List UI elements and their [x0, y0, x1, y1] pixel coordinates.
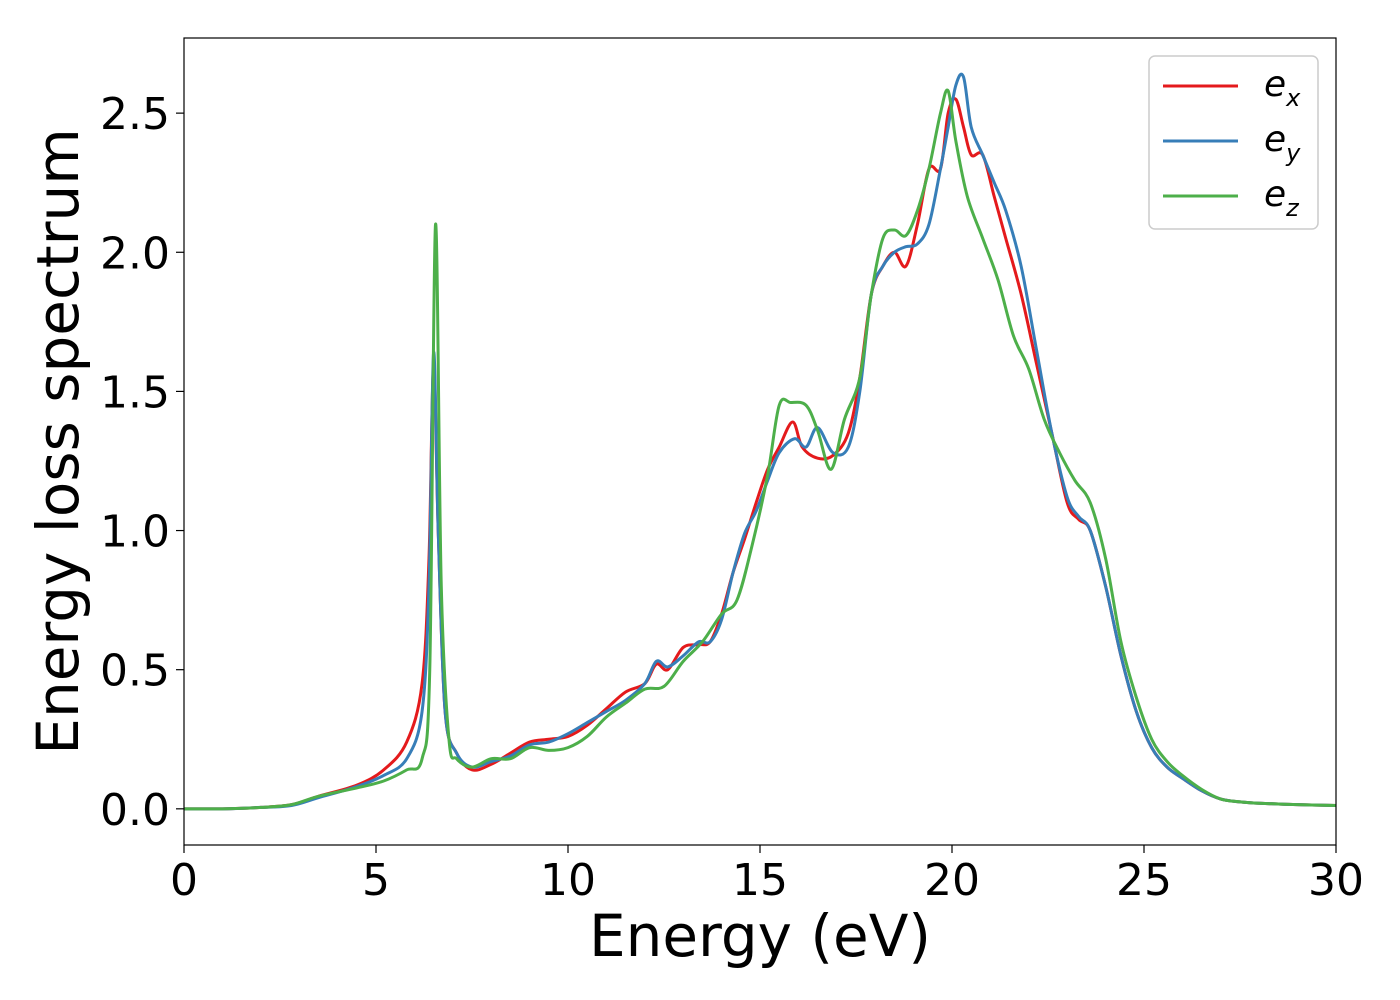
legend-label-main: e — [1264, 119, 1286, 160]
series-line-y — [183, 72, 1337, 811]
x-axis-label: Energy (eV) — [589, 902, 931, 970]
x-tick-label: 30 — [1308, 855, 1364, 906]
series-lines — [183, 72, 1337, 811]
x-tick-label: 0 — [170, 855, 198, 906]
x-tick-label: 10 — [540, 855, 596, 906]
y-tick-label: 0.0 — [100, 785, 170, 836]
y-axis-ticks: 0.0 0.5 1.0 1.5 2.0 2.5 — [100, 89, 184, 836]
series-line-z — [183, 88, 1337, 811]
legend-label-y: ey — [1264, 119, 1301, 167]
plot-frame — [183, 37, 1337, 846]
x-tick-label: 20 — [924, 855, 980, 906]
y-tick-label: 1.0 — [100, 507, 170, 558]
legend-label-sub: x — [1285, 84, 1301, 112]
y-tick-label: 0.5 — [100, 646, 170, 697]
y-tick-label: 2.0 — [100, 228, 170, 279]
y-tick-label: 2.5 — [100, 89, 170, 140]
x-axis-ticks: 0 5 10 15 20 25 30 — [170, 845, 1364, 906]
legend-label-main: e — [1264, 64, 1286, 105]
y-axis-label: Energy loss spectrum — [24, 128, 92, 754]
legend-label-x: ex — [1264, 64, 1301, 112]
x-tick-label: 25 — [1116, 855, 1172, 906]
x-tick-label: 5 — [362, 855, 390, 906]
x-tick-label: 15 — [732, 855, 788, 906]
y-tick-label: 1.5 — [100, 367, 170, 418]
legend-label-main: e — [1264, 174, 1286, 215]
legend-label-z: ez — [1264, 174, 1300, 222]
legend-label-sub: y — [1285, 139, 1301, 167]
legend-label-sub: z — [1285, 194, 1300, 222]
